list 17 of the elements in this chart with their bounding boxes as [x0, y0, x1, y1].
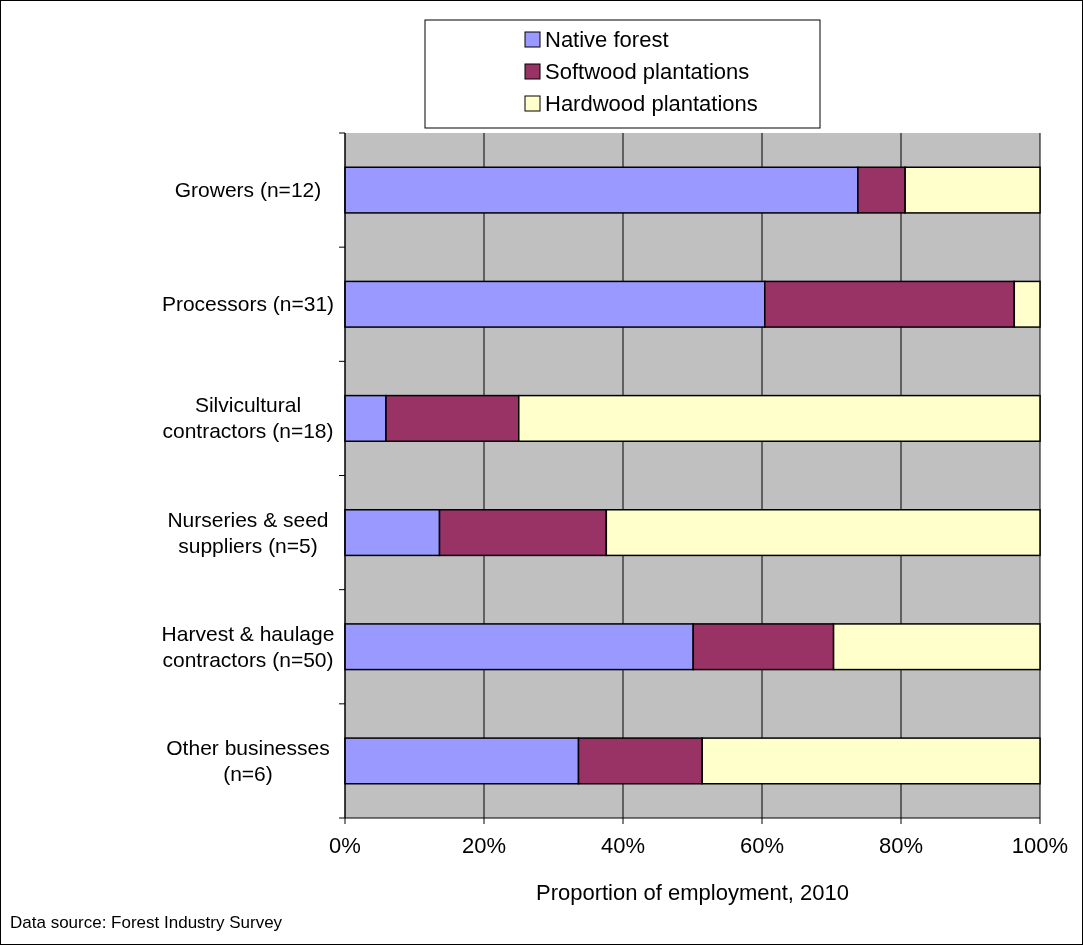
x-tick-label: 40% [600, 833, 646, 858]
x-axis-title: Proportion of employment, 2010 [535, 880, 850, 905]
y-tick-label: Growers (n=12) [174, 178, 322, 202]
legend-label: Native forest [545, 27, 669, 52]
y-tick-label: Silvicultural contractors (n=18) [162, 393, 334, 443]
y-tick-label: Processors (n=31) [161, 292, 335, 316]
legend-label: Softwood plantations [545, 59, 750, 84]
y-tick-label: Nurseries & seed suppliers (n=5) [167, 507, 329, 557]
source-note: Data source: Forest Industry Survey [10, 913, 283, 932]
x-tick-label: 60% [739, 833, 785, 858]
y-tick-label: Harvest & haulage contractors (n=50) [161, 621, 335, 671]
x-tick-label: 0% [329, 833, 361, 858]
legend-label: Hardwood plantations [545, 91, 758, 116]
x-tick-label: 80% [878, 833, 924, 858]
y-tick-label: Other businesses (n=6) [166, 735, 330, 785]
x-tick-label: 20% [461, 833, 507, 858]
x-tick-label: 100% [1011, 833, 1069, 858]
